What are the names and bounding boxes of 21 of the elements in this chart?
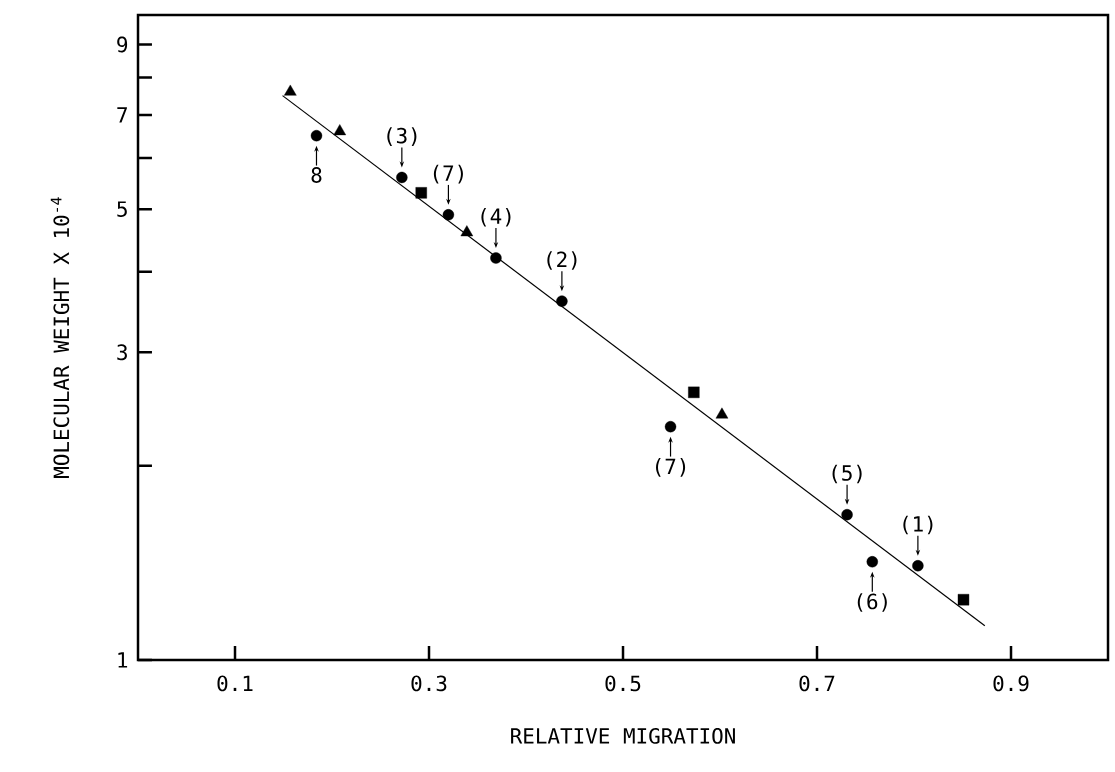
- x-tick-label: 0.7: [799, 675, 835, 692]
- x-tick-label: 0.3: [411, 675, 447, 692]
- annotation: (3): [387, 127, 417, 146]
- x-tick-label: 0.5: [605, 675, 641, 692]
- annotation: (1): [903, 515, 933, 535]
- y-tick-label: 3: [117, 344, 127, 361]
- annotation: (7): [433, 164, 463, 184]
- y-tick-label: 7: [117, 107, 127, 123]
- x-axis-title: RELATIVE MIGRATION: [511, 728, 735, 744]
- y-tick-label: 5: [117, 201, 127, 217]
- y-axis-title: MOLECULAR WEIGHT X 10$^{-4}$: [50, 197, 70, 478]
- annotation: (4): [481, 207, 511, 227]
- annotation: (2): [547, 251, 577, 270]
- y-tick-label: 1: [118, 652, 128, 668]
- x-tick-label: 0.9: [993, 675, 1029, 692]
- y-tick-label: 9: [117, 36, 128, 53]
- annotation: (7): [656, 458, 686, 477]
- annotation: 8: [311, 167, 322, 183]
- annotation: (6): [857, 593, 887, 612]
- annotation: (5): [832, 464, 862, 484]
- x-tick-label: 0.1: [217, 675, 253, 692]
